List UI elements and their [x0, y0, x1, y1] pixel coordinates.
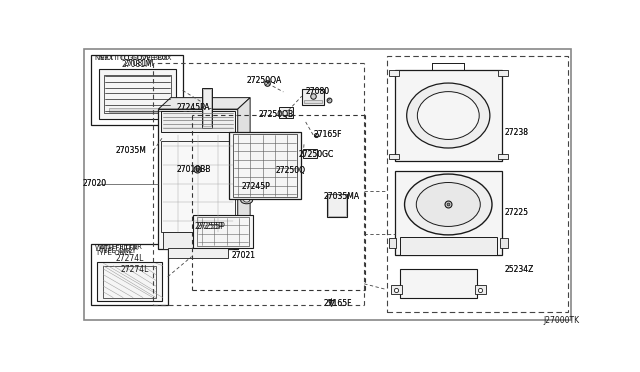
Text: 27245P: 27245P — [241, 182, 270, 191]
Text: 25234Z: 25234Z — [504, 265, 534, 274]
Text: 27250QB: 27250QB — [259, 110, 294, 119]
Ellipse shape — [406, 83, 490, 148]
Bar — [233, 134, 297, 197]
Bar — [168, 248, 228, 258]
Text: 27250GC: 27250GC — [298, 150, 333, 160]
Text: 27081M: 27081M — [122, 60, 152, 68]
Text: 27255P: 27255P — [196, 222, 225, 231]
Bar — [391, 285, 402, 294]
Text: 27225: 27225 — [504, 208, 528, 217]
Bar — [158, 109, 237, 250]
Bar — [229, 132, 301, 199]
Text: 27245P: 27245P — [241, 182, 270, 191]
Text: 27245PA: 27245PA — [177, 103, 210, 112]
Text: 27255P: 27255P — [194, 222, 223, 231]
Bar — [161, 141, 236, 232]
Text: 27035MA: 27035MA — [323, 192, 359, 201]
Text: 27274L: 27274L — [120, 265, 148, 274]
Text: 27245PA: 27245PA — [177, 103, 210, 112]
Bar — [304, 100, 321, 103]
Text: TYPE ONLY: TYPE ONLY — [95, 250, 132, 256]
Text: 27021: 27021 — [231, 251, 255, 260]
Bar — [196, 217, 249, 246]
Bar — [328, 194, 346, 216]
Text: 27021: 27021 — [231, 251, 255, 260]
Bar — [400, 269, 477, 298]
Bar — [389, 70, 399, 76]
Text: 27035M: 27035M — [116, 146, 147, 155]
Bar — [475, 285, 486, 294]
Text: 27035MA: 27035MA — [323, 192, 359, 201]
Bar — [395, 70, 502, 161]
Bar — [99, 69, 176, 119]
Text: 27250Q: 27250Q — [276, 166, 306, 175]
Text: 27165F: 27165F — [323, 298, 351, 308]
Bar — [97, 262, 162, 301]
Bar — [103, 266, 156, 298]
Bar — [498, 70, 508, 76]
Bar — [389, 154, 399, 159]
Bar — [91, 244, 168, 305]
Bar — [163, 232, 233, 250]
Bar — [498, 154, 508, 159]
Bar — [327, 193, 347, 217]
Text: 27035M: 27035M — [116, 146, 147, 155]
Bar — [91, 55, 182, 125]
Bar — [161, 110, 236, 132]
Circle shape — [244, 199, 250, 202]
Text: 27020: 27020 — [83, 179, 107, 188]
Bar — [109, 108, 166, 112]
Bar — [104, 75, 171, 113]
Text: 27274L: 27274L — [115, 254, 144, 263]
Text: TYPE ONLY: TYPE ONLY — [99, 248, 136, 254]
Text: 27165F: 27165F — [313, 130, 342, 140]
Text: 27010BB: 27010BB — [177, 165, 211, 174]
Text: NEXT TO GLOVE BOX: NEXT TO GLOVE BOX — [95, 55, 168, 61]
Bar — [202, 87, 212, 128]
Text: 27020: 27020 — [83, 179, 107, 188]
Polygon shape — [158, 97, 250, 109]
Ellipse shape — [404, 174, 492, 235]
Text: 27250QA: 27250QA — [246, 76, 282, 85]
Bar — [395, 171, 502, 255]
Text: 27165F: 27165F — [313, 130, 342, 140]
Text: 27080: 27080 — [306, 87, 330, 96]
Text: J27000TK: J27000TK — [544, 316, 580, 325]
Ellipse shape — [416, 183, 480, 227]
Text: 27250Q: 27250Q — [276, 166, 306, 175]
Polygon shape — [237, 97, 250, 250]
Text: 27250GC: 27250GC — [298, 150, 333, 160]
Bar — [193, 215, 253, 248]
Text: 27238: 27238 — [504, 128, 528, 137]
Bar — [303, 149, 317, 158]
Text: NEXT TO GLOVE BOX: NEXT TO GLOVE BOX — [99, 55, 172, 61]
Text: 27165F: 27165F — [323, 298, 351, 308]
Bar — [500, 238, 508, 248]
Bar — [280, 107, 293, 118]
Bar — [400, 237, 497, 255]
Text: 27010BB: 27010BB — [177, 165, 211, 174]
Ellipse shape — [417, 92, 479, 140]
Text: 27080: 27080 — [306, 87, 330, 96]
Bar — [301, 89, 324, 105]
Text: 27250QB: 27250QB — [259, 110, 294, 119]
Bar — [389, 238, 396, 248]
Bar — [203, 89, 211, 126]
Text: 27225: 27225 — [504, 208, 528, 217]
Text: 25234Z: 25234Z — [504, 265, 534, 274]
Text: WITH FILTER: WITH FILTER — [99, 244, 141, 250]
Text: WITH FILTER: WITH FILTER — [95, 245, 138, 251]
Text: 27081M: 27081M — [124, 59, 154, 68]
Text: 27238: 27238 — [504, 128, 528, 137]
Circle shape — [241, 197, 253, 204]
Text: 27250QA: 27250QA — [246, 76, 282, 85]
